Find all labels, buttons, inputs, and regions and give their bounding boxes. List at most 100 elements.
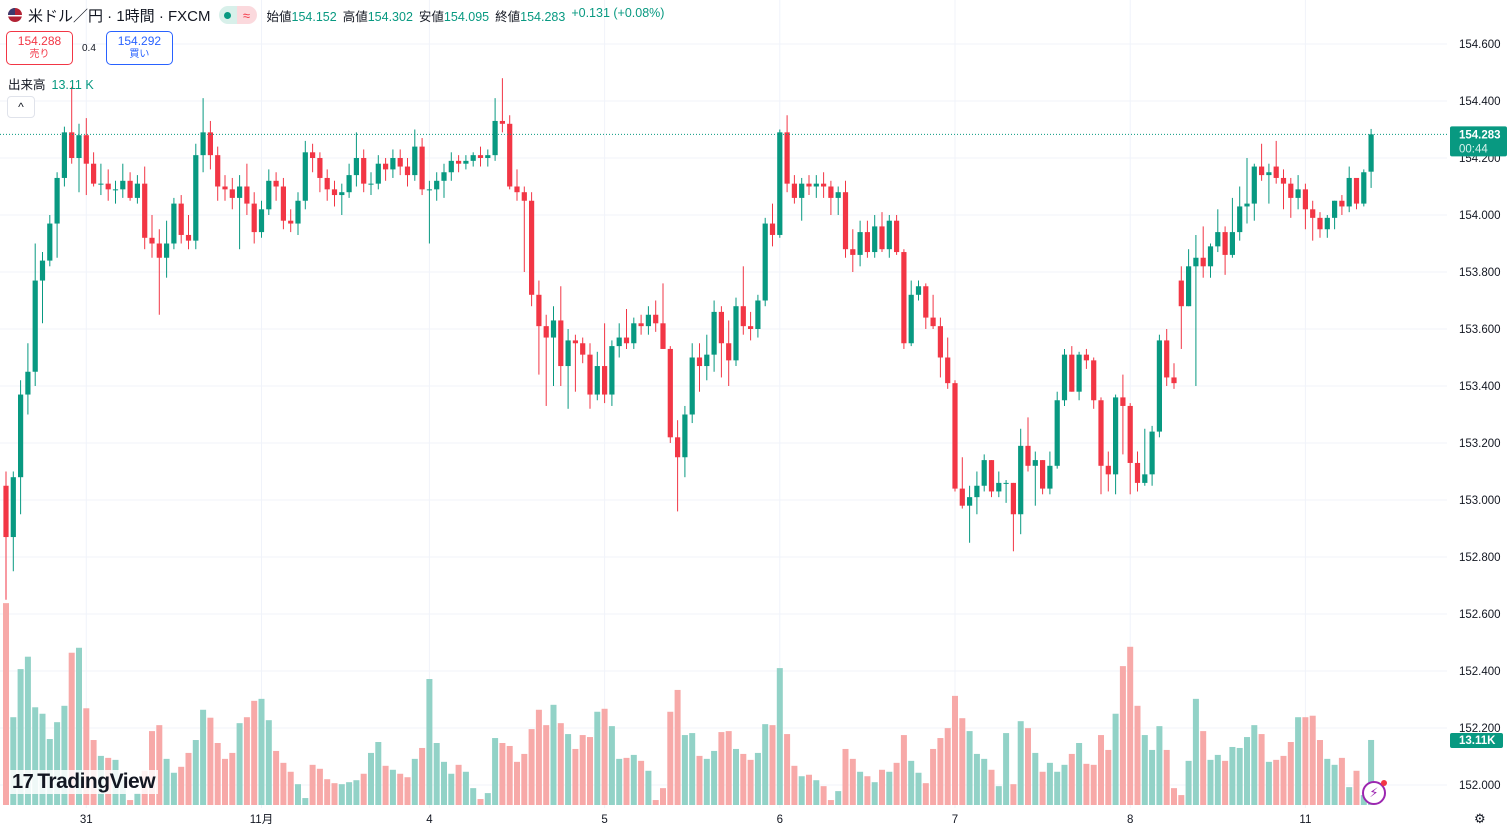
candle-body: [1134, 462, 1141, 483]
volume-bar: [1251, 725, 1258, 805]
candle-body: [769, 223, 776, 235]
volume-bar: [1127, 646, 1134, 805]
volume-bar: [1265, 761, 1272, 805]
volume-bar: [638, 760, 645, 805]
candle: [996, 471, 1002, 498]
volume-bar: [1076, 743, 1083, 805]
candle: [748, 311, 754, 341]
candle: [791, 175, 797, 204]
candle: [660, 283, 666, 349]
candle-body: [390, 158, 396, 170]
volume-bar: [17, 669, 24, 805]
candle-body: [1113, 397, 1119, 475]
x-tick-label: 7: [952, 814, 958, 826]
candle-body: [675, 437, 681, 458]
volume-bar: [981, 758, 988, 805]
volume-bar: [163, 758, 170, 805]
candle-body: [120, 180, 126, 190]
tradingview-logo[interactable]: 17 TradingView: [9, 770, 159, 794]
candle: [353, 132, 359, 187]
candle: [740, 266, 746, 335]
candle: [1324, 215, 1330, 238]
candle: [1207, 243, 1214, 278]
candle-body: [134, 183, 140, 198]
y-tick-label: 153.200: [1459, 438, 1501, 450]
candle: [83, 118, 89, 196]
volume-bar: [39, 713, 46, 805]
candle: [3, 471, 9, 600]
candle-body: [1302, 189, 1308, 210]
volume-bar: [1032, 752, 1039, 805]
volume-bar: [543, 725, 550, 805]
volume-bar: [703, 758, 710, 805]
candle-body: [18, 394, 24, 478]
buy-label: 買い: [129, 49, 150, 60]
volume-bar: [1222, 760, 1229, 805]
candle: [543, 314, 549, 406]
candle-body: [799, 183, 805, 198]
candle-body: [1266, 172, 1272, 176]
volume-legend[interactable]: 出来高 13.11 K: [8, 74, 94, 93]
lightning-icon[interactable]: ⚡: [1362, 780, 1387, 805]
candle: [1113, 394, 1119, 495]
candle: [32, 243, 38, 386]
volume-bar: [1280, 755, 1287, 805]
volume-bar: [426, 679, 433, 805]
candle-body: [974, 485, 980, 498]
settings-icon[interactable]: ⚙: [1474, 811, 1486, 826]
volume-bar: [32, 707, 39, 805]
candle: [492, 98, 498, 161]
candle-body: [842, 192, 849, 250]
volume-bar: [1207, 759, 1214, 805]
candle: [1032, 451, 1038, 506]
buy-button[interactable]: 154.292 買い: [105, 31, 173, 65]
candle-body: [704, 354, 710, 367]
volume-bar: [893, 762, 900, 805]
volume-bar: [127, 800, 134, 805]
volume-bar: [1134, 705, 1141, 805]
candle: [529, 192, 535, 307]
volume-bar: [236, 723, 243, 805]
candle: [1156, 334, 1162, 438]
volume-bar: [229, 752, 236, 805]
candle: [346, 163, 352, 198]
candle-body: [375, 163, 381, 184]
candle: [1266, 163, 1272, 204]
candle: [550, 306, 557, 386]
candle-body: [828, 186, 834, 198]
market-status-pill[interactable]: ≈: [218, 6, 257, 24]
collapse-legend-button[interactable]: ^: [7, 96, 35, 118]
volume-bar: [769, 725, 776, 805]
candle: [879, 212, 885, 253]
candle: [448, 152, 454, 181]
candle-body: [1018, 445, 1024, 515]
candle: [207, 120, 213, 170]
candle: [1171, 363, 1177, 389]
candle-body: [1054, 400, 1060, 466]
volume-bar: [791, 765, 798, 805]
chevron-up-icon: ^: [18, 100, 24, 114]
volume-bar: [200, 709, 207, 805]
volume-bar: [900, 735, 907, 805]
volume-bar: [156, 725, 163, 805]
candle-body: [1295, 189, 1301, 198]
candle-body: [740, 306, 746, 327]
y-tick-label: 152.600: [1459, 609, 1501, 621]
candle: [901, 249, 907, 349]
candle: [1003, 480, 1009, 503]
x-tick-label: 11月: [250, 814, 273, 826]
volume-bar: [1236, 747, 1243, 805]
volume-bar: [243, 717, 250, 805]
candle-body: [514, 186, 520, 193]
candle-body: [10, 477, 16, 538]
symbol-title[interactable]: 米ドル／円 · 1時間 · FXCM: [28, 7, 211, 25]
candle: [594, 351, 600, 401]
volume-bar: [251, 700, 258, 805]
volume-bar: [1295, 717, 1302, 805]
candle-body: [981, 460, 987, 486]
volume-bar: [973, 753, 980, 805]
volume-bar: [448, 773, 455, 805]
sell-button[interactable]: 154.288 売り: [6, 31, 73, 65]
candle-body: [667, 348, 673, 438]
